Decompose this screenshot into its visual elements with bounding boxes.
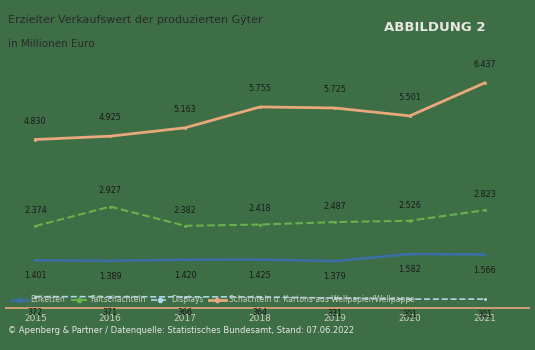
Text: 4.830: 4.830 — [24, 117, 47, 126]
Text: Erzielter Verkaufswert der produzierten Gÿter: Erzielter Verkaufswert der produzierten … — [9, 15, 263, 25]
Text: 2.487: 2.487 — [324, 202, 346, 211]
Text: 366: 366 — [178, 308, 193, 317]
Text: 5.755: 5.755 — [249, 84, 271, 93]
Text: 1.425: 1.425 — [249, 271, 271, 280]
Text: 301: 301 — [477, 310, 492, 319]
Text: 331: 331 — [327, 309, 342, 318]
Text: 1.389: 1.389 — [99, 272, 121, 281]
Text: 1.582: 1.582 — [399, 265, 421, 274]
Text: 5.501: 5.501 — [399, 93, 421, 102]
Text: 1.401: 1.401 — [24, 272, 47, 280]
Text: in Millionen Euro: in Millionen Euro — [9, 39, 95, 49]
Text: 2.526: 2.526 — [399, 201, 421, 210]
Text: 6.437: 6.437 — [473, 60, 496, 69]
Text: 2.418: 2.418 — [249, 204, 271, 214]
Text: 364: 364 — [253, 308, 268, 317]
Text: 1.379: 1.379 — [324, 272, 346, 281]
Legend: Etiketten, Faltschachteln, Displays, Schachteln u. Kartons aus Wellpapier/Wellpa: Etiketten, Faltschachteln, Displays, Sch… — [9, 294, 416, 306]
Text: 372: 372 — [28, 308, 43, 317]
Text: 2.382: 2.382 — [174, 206, 196, 215]
Text: 371: 371 — [103, 308, 118, 317]
Text: 4.925: 4.925 — [99, 113, 121, 122]
Text: 301: 301 — [402, 310, 417, 319]
Text: 2.927: 2.927 — [99, 187, 121, 196]
Text: ABBILDUNG 2: ABBILDUNG 2 — [384, 21, 485, 34]
Text: 2.823: 2.823 — [473, 190, 496, 199]
Text: © Apenberg & Partner / Datenquelle: Statistisches Bundesamt, Stand: 07.06.2022: © Apenberg & Partner / Datenquelle: Stat… — [8, 326, 354, 335]
Text: 1.566: 1.566 — [473, 266, 496, 275]
Text: 2.374: 2.374 — [24, 206, 47, 215]
Text: 5.725: 5.725 — [324, 85, 346, 94]
Text: 1.420: 1.420 — [174, 271, 196, 280]
Text: 5.163: 5.163 — [174, 105, 196, 114]
